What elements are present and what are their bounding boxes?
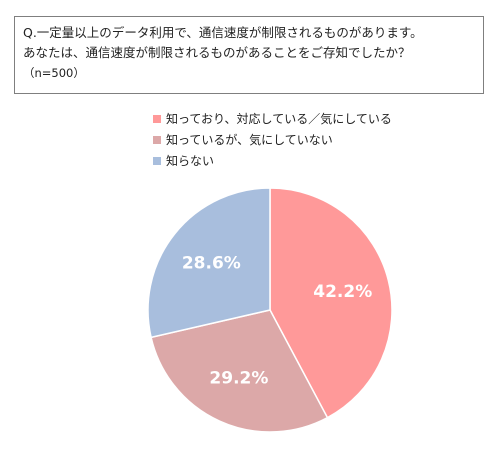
data-label-aware-and-acting: 42.2% — [313, 282, 372, 302]
legend-label: 知らない — [166, 154, 215, 168]
legend-label: 知っているが、気にしていない — [166, 133, 333, 147]
question-line-2: あなたは、通信速度が制限されるものがあることをご存知でしたか？ — [23, 45, 411, 60]
data-label-not-aware: 28.6% — [182, 253, 241, 273]
legend-item-aware-not-concerned: 知っているが、気にしていない — [153, 129, 453, 150]
legend-swatch — [153, 156, 161, 165]
legend-item-aware-and-acting: 知っており、対応している／気にしている — [153, 108, 453, 129]
legend-label: 知っており、対応している／気にしている — [166, 112, 392, 126]
pie-slice-not-aware — [147, 187, 271, 339]
sample-size: （n=500） — [23, 66, 85, 80]
data-label-aware-not-concerned: 29.2% — [209, 368, 268, 388]
legend-swatch — [153, 114, 161, 123]
legend-swatch — [153, 135, 161, 144]
pie-slice-aware-and-acting — [269, 187, 393, 419]
question-line-1: Q.一定量以上のデータ利用で、通信速度が制限されるものがあります。 — [23, 25, 423, 40]
question-box: Q.一定量以上のデータ利用で、通信速度が制限されるものがあります。 あなたは、通… — [14, 16, 484, 94]
pie-slice-aware-not-concerned — [150, 309, 329, 433]
legend-item-not-aware: 知らない — [153, 150, 453, 171]
chart-legend: 知っており、対応している／気にしている 知っているが、気にしていない 知らない — [153, 108, 453, 171]
